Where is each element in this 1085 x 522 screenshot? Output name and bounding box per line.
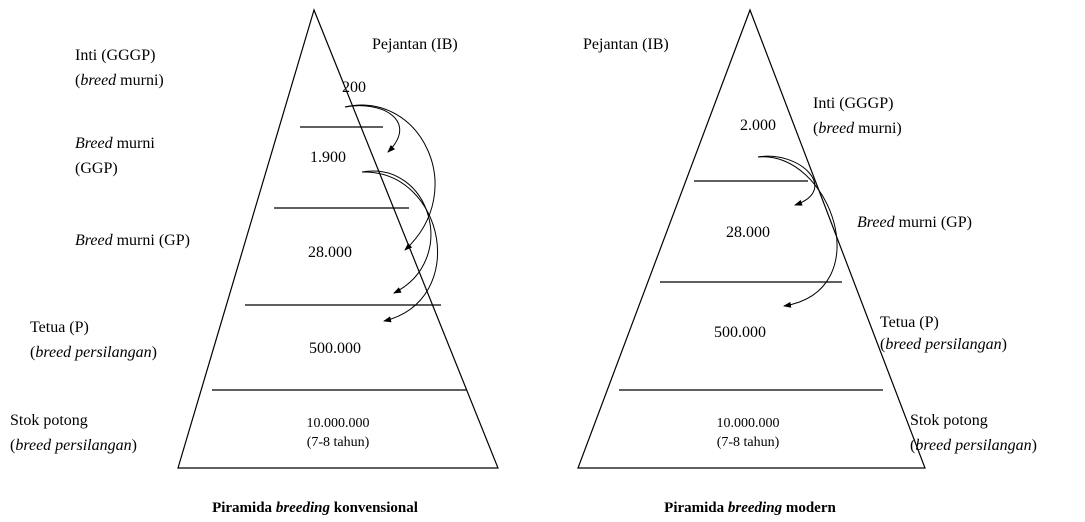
arrow: [757, 155, 816, 206]
text: breed persilangan: [885, 336, 1001, 353]
level-value: 2.000: [740, 117, 776, 134]
label: Breed murni: [75, 135, 155, 152]
level-value: 28.000: [726, 224, 770, 241]
duration: (7-8 tahun): [717, 435, 780, 450]
text: (: [30, 344, 35, 361]
label: (GGP): [75, 160, 118, 177]
text: breed: [818, 120, 855, 137]
text: murni (GP): [895, 214, 972, 231]
arrow: [344, 105, 401, 153]
caption: Piramida breeding modern: [664, 500, 836, 516]
text: Breed: [75, 232, 114, 249]
text: breed persilangan: [15, 437, 131, 454]
pyramid-outline: [577, 8, 926, 469]
pyramid-outline: [177, 8, 499, 469]
label: Pejantan (IB): [583, 36, 669, 53]
label: Stok potong: [10, 412, 88, 429]
label: Inti (GGGP): [75, 47, 155, 64]
text: (: [813, 120, 818, 137]
label: (breed murni): [813, 120, 902, 137]
arrow: [361, 171, 439, 323]
level-value: 10.000.000: [717, 416, 780, 431]
text: konvensional: [330, 500, 418, 516]
text: breeding: [728, 500, 783, 516]
right-pyramid: Pejantan (IB) Inti (GGGP) (breed murni) …: [577, 8, 1037, 516]
label: Stok potong: [910, 412, 988, 429]
level-value: 1.900: [310, 149, 346, 166]
text: murni): [116, 72, 164, 89]
label: Tetua (P): [880, 314, 939, 331]
label: Breed murni (GP): [75, 232, 190, 249]
text: Piramida: [212, 500, 276, 516]
text: murni: [113, 135, 156, 152]
label: (breed persilangan): [880, 336, 1007, 353]
label: (breed persilangan): [910, 437, 1037, 454]
level-value: 200: [342, 79, 366, 96]
level-value: 10.000.000: [307, 416, 370, 431]
text: (: [75, 72, 80, 89]
level-value: 500.000: [309, 340, 361, 357]
level-value: 500.000: [714, 324, 766, 341]
duration: (7-8 tahun): [307, 435, 370, 450]
text: modern: [782, 500, 836, 516]
label: (breed murni): [75, 72, 164, 89]
text: breed persilangan: [915, 437, 1031, 454]
arrow: [344, 104, 436, 251]
caption: Piramida breeding konvensional: [212, 500, 418, 516]
text: ): [132, 437, 137, 454]
label: Inti (GGGP): [813, 95, 893, 112]
level-value: 28.000: [308, 244, 352, 261]
text: murni (GP): [113, 232, 190, 249]
arrow: [361, 170, 432, 294]
text: breed persilangan: [35, 344, 151, 361]
text: ): [1002, 336, 1007, 353]
text: (: [880, 336, 885, 353]
label: Breed murni (GP): [857, 214, 972, 231]
text: Breed: [857, 214, 896, 231]
text: Piramida: [664, 500, 728, 516]
label: Pejantan (IB): [372, 36, 458, 53]
left-pyramid: Inti (GGGP) (breed murni) Pejantan (IB) …: [10, 8, 499, 516]
text: ): [152, 344, 157, 361]
label: (breed persilangan): [10, 437, 137, 454]
text: breeding: [276, 500, 331, 516]
label: Tetua (P): [30, 319, 89, 336]
text: ): [1032, 437, 1037, 454]
text: murni): [854, 120, 902, 137]
arrow: [757, 156, 838, 308]
text: breed: [80, 72, 117, 89]
text: Breed: [75, 135, 114, 152]
text: (: [10, 437, 15, 454]
text: (: [910, 437, 915, 454]
label: (breed persilangan): [30, 344, 157, 361]
